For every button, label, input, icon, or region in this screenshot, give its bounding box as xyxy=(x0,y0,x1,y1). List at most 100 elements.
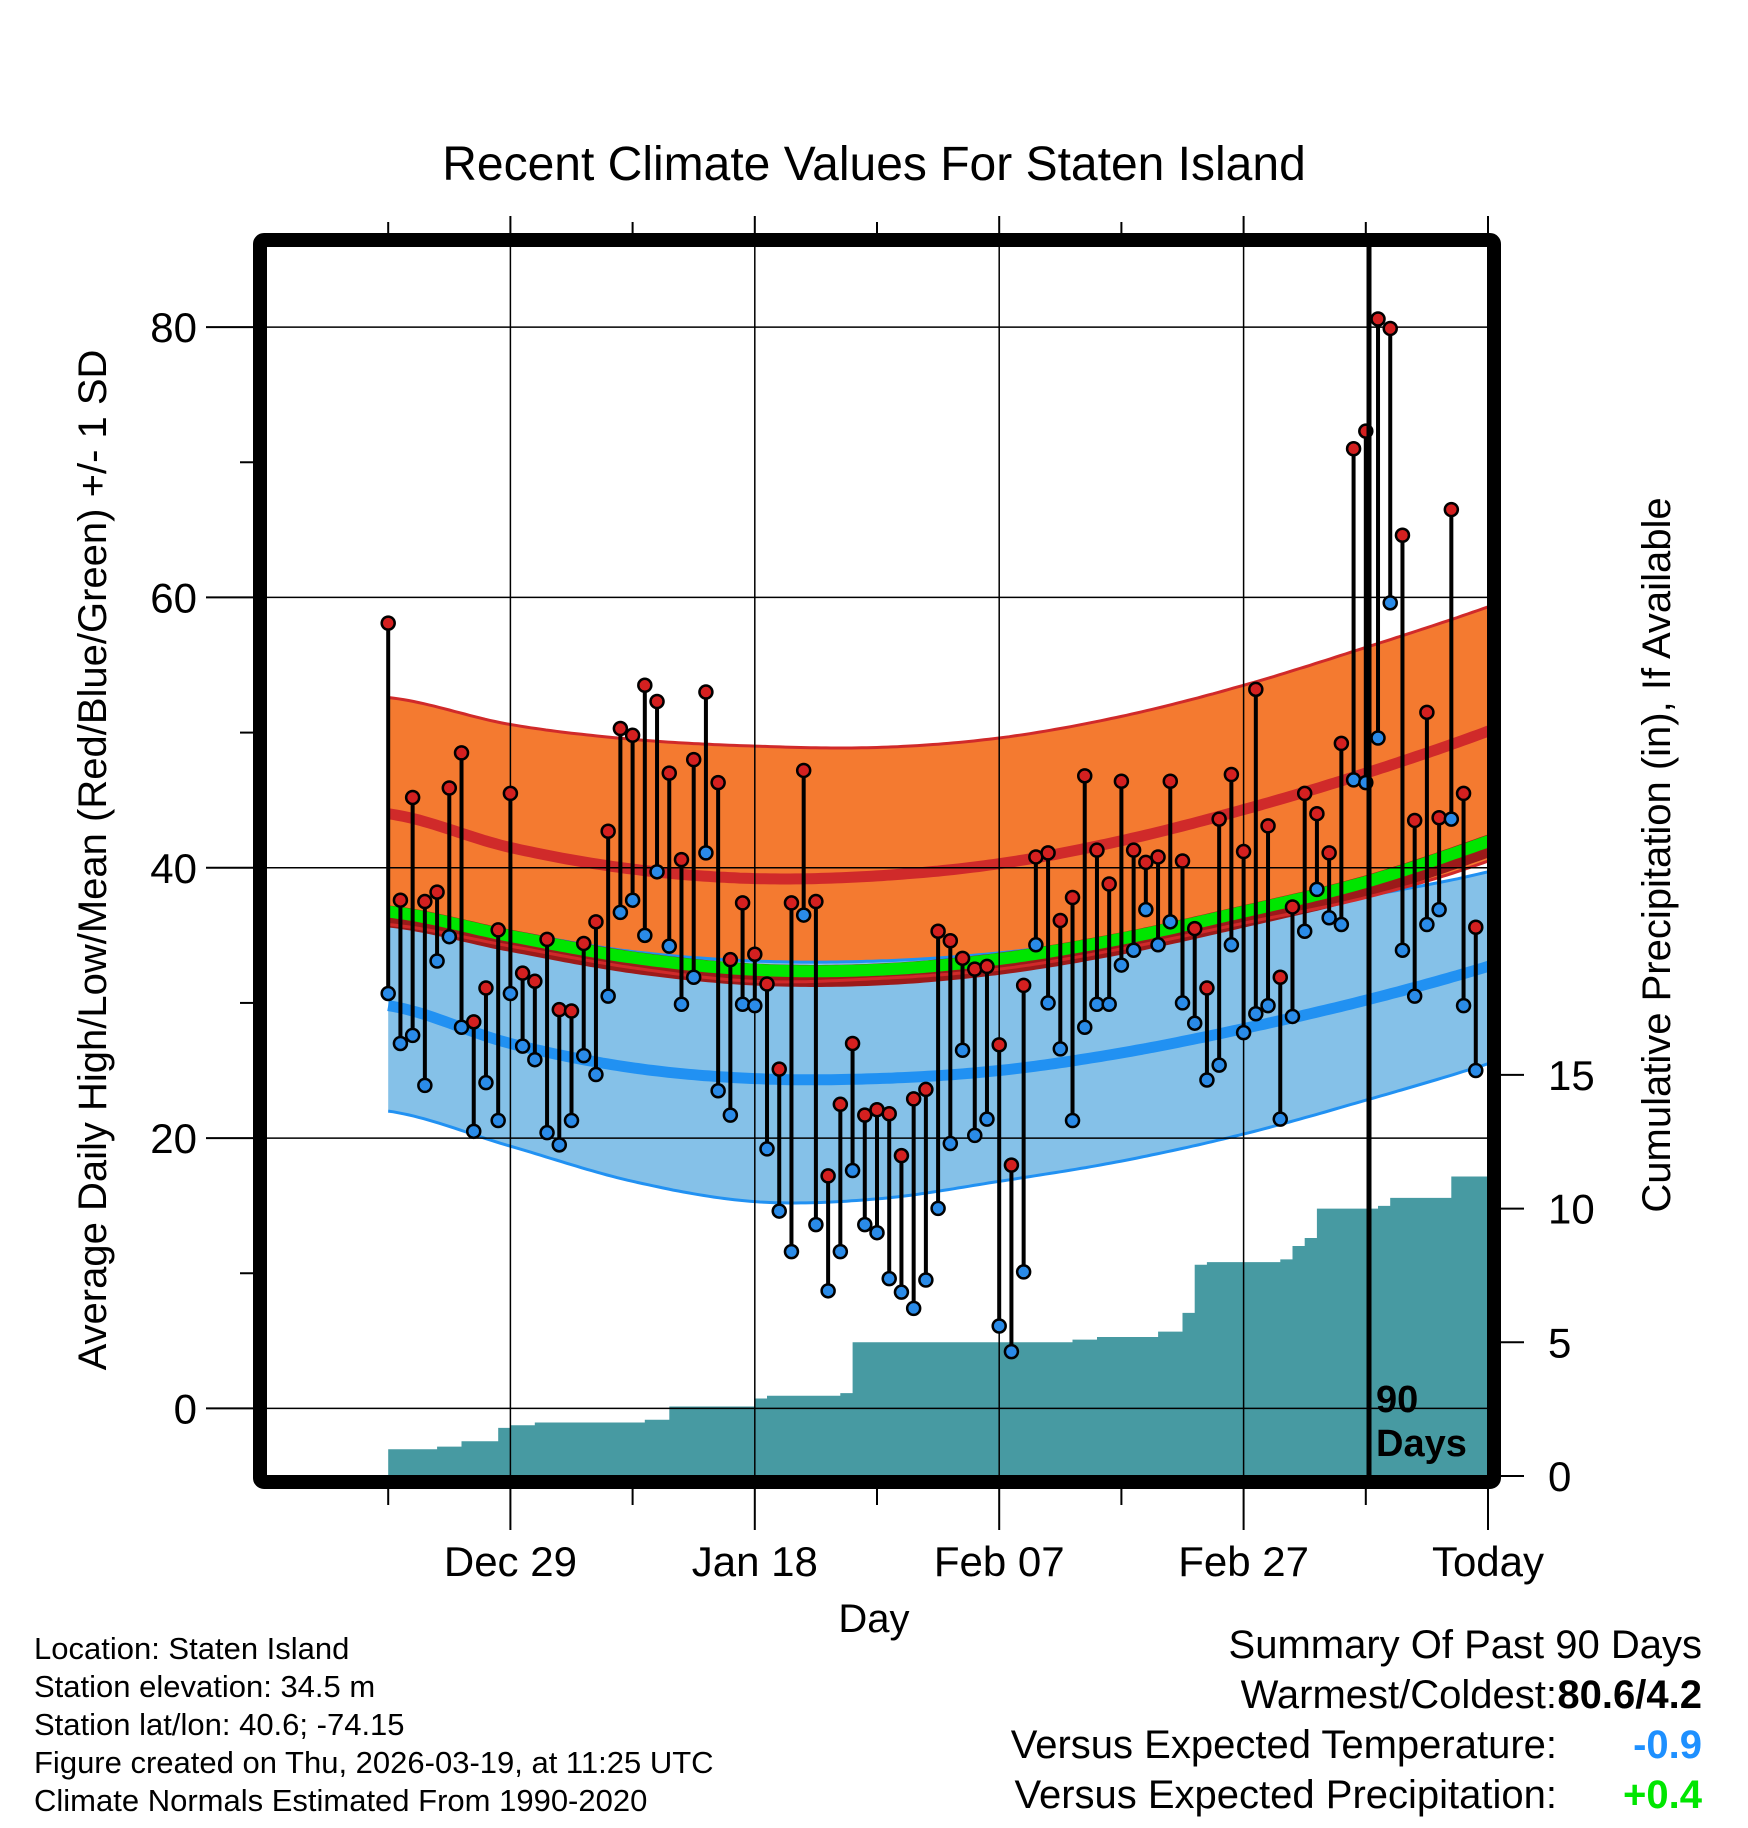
daily-low-point xyxy=(392,1035,409,1052)
daily-high-point xyxy=(1272,969,1289,985)
daily-range-bars xyxy=(380,311,1484,1360)
daily-high-point xyxy=(637,677,653,694)
daily-high-point xyxy=(844,1035,861,1052)
summary-title: Summary Of Past 90 Days xyxy=(1228,1623,1702,1667)
daily-low-point xyxy=(967,1127,983,1144)
daily-high-point xyxy=(1162,773,1179,790)
plot-frame xyxy=(253,233,1501,1489)
daily-low-point xyxy=(502,985,519,1002)
daily-low-point xyxy=(759,1141,775,1157)
daily-high-point xyxy=(588,914,604,930)
daily-high-point xyxy=(722,951,739,968)
daily-low-point xyxy=(1382,595,1398,611)
daily-high-point xyxy=(967,961,983,977)
daily-high-point xyxy=(1406,812,1423,829)
temp-row: Versus Expected Temperature: -0.9 xyxy=(1011,1720,1702,1770)
daily-high-point xyxy=(979,958,995,975)
daily-low-point xyxy=(832,1243,849,1260)
daily-low-point xyxy=(747,997,763,1014)
station-info: Location: Staten Island Station elevatio… xyxy=(34,1630,714,1820)
daily-low-point xyxy=(1003,1343,1020,1360)
daily-high-point xyxy=(490,922,506,938)
daily-high-point xyxy=(1284,899,1301,915)
daily-high-point xyxy=(1345,440,1362,457)
daily-low-point xyxy=(1028,937,1044,953)
daily-low-point xyxy=(1296,923,1313,940)
daily-low-point xyxy=(563,1112,580,1129)
daily-low-point xyxy=(1235,1024,1252,1041)
y2-tick-label: 0 xyxy=(1548,1453,1571,1500)
daily-low-point xyxy=(551,1137,568,1153)
daily-high-point xyxy=(429,884,445,900)
chart-title: Recent Climate Values For Staten Island xyxy=(442,138,1306,191)
precipitation-area xyxy=(388,1176,1488,1476)
daily-high-point xyxy=(1235,843,1252,860)
daily-high-point xyxy=(1382,320,1398,337)
daily-low-point xyxy=(905,1300,922,1317)
daily-low-point xyxy=(1125,942,1142,958)
x-axis-label: Day xyxy=(838,1597,909,1641)
daily-high-point xyxy=(453,745,470,761)
daily-low-point xyxy=(429,953,445,969)
summary-panel: Summary Of Past 90 Days Warmest/Coldest:… xyxy=(1011,1620,1702,1820)
temp-diff-value: -0.9 xyxy=(1633,1723,1702,1767)
daily-low-point xyxy=(1333,916,1350,933)
daily-high-point xyxy=(478,980,494,996)
daily-low-point xyxy=(1284,1008,1301,1025)
daily-low-point xyxy=(1431,901,1447,918)
daily-low-point xyxy=(734,996,751,1013)
daily-high-point xyxy=(600,823,616,840)
daily-high-point xyxy=(514,965,531,981)
daily-high-point xyxy=(759,976,775,992)
y2-axis-label: Cumulative Precipitation (in), If Availa… xyxy=(1635,497,1679,1212)
daily-low-point xyxy=(844,1162,861,1179)
daily-high-point xyxy=(881,1106,897,1122)
precip-row: Versus Expected Precipitation: +0.4 xyxy=(1011,1770,1702,1820)
daily-high-point xyxy=(1064,889,1081,906)
daily-low-point xyxy=(539,1124,555,1141)
x-tick-label: Dec 29 xyxy=(444,1538,577,1585)
normals-text: Climate Normals Estimated From 1990-2020 xyxy=(34,1783,648,1818)
daily-low-point xyxy=(1052,1041,1069,1057)
daily-high-point xyxy=(1052,912,1069,929)
daily-high-point xyxy=(1199,980,1215,996)
daily-low-point xyxy=(722,1107,739,1123)
y-axis-label: Average Daily High/Low/Mean (Red/Blue/Gr… xyxy=(71,350,115,1371)
daily-low-point xyxy=(685,969,702,985)
daily-low-point xyxy=(698,845,714,861)
daily-low-point xyxy=(637,927,653,944)
daily-low-point xyxy=(893,1284,910,1300)
y2-tick-label: 10 xyxy=(1548,1186,1595,1233)
daily-low-point xyxy=(1076,1019,1093,1036)
daily-high-point xyxy=(1113,773,1130,790)
daily-high-point xyxy=(783,895,800,911)
daily-high-point xyxy=(1223,766,1240,783)
daily-high-point xyxy=(417,893,433,910)
daily-low-point xyxy=(1064,1112,1081,1129)
daily-high-point xyxy=(918,1081,934,1098)
x-tick-label: Jan 18 xyxy=(692,1538,818,1585)
daily-high-point xyxy=(551,1001,568,1018)
daily-low-point xyxy=(808,1216,824,1233)
daily-high-point xyxy=(392,892,409,908)
daily-low-point xyxy=(1113,957,1130,973)
daily-low-point xyxy=(869,1224,885,1241)
daily-high-point xyxy=(820,1168,836,1184)
daily-high-point xyxy=(502,785,519,802)
daily-high-point xyxy=(563,1003,580,1019)
daily-high-point xyxy=(527,973,543,990)
daily-low-point xyxy=(820,1283,836,1299)
daily-high-point xyxy=(1455,785,1472,802)
daily-high-point xyxy=(1296,785,1313,802)
daily-low-point xyxy=(1309,881,1325,898)
precip-diff-value: +0.4 xyxy=(1623,1773,1702,1817)
daily-low-point xyxy=(478,1074,494,1091)
daily-low-point xyxy=(783,1243,800,1260)
daily-high-point xyxy=(1211,811,1227,827)
daily-high-point xyxy=(1309,805,1325,822)
daily-high-point xyxy=(942,932,959,949)
daily-high-point xyxy=(1150,849,1166,865)
daily-low-point xyxy=(1443,811,1460,827)
daily-low-point xyxy=(661,938,678,954)
